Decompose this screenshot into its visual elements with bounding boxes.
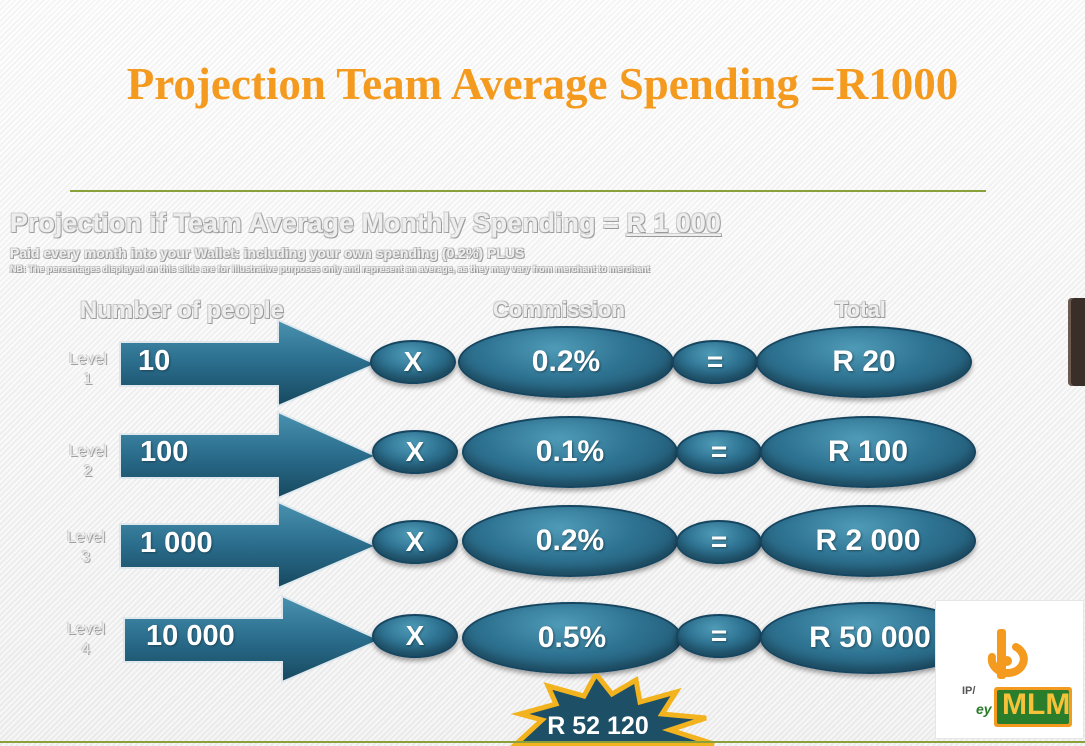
level-word: Level <box>66 621 106 638</box>
level-label-2: Level 2 <box>58 442 118 482</box>
commission-rate-3: 0.2% <box>462 505 678 577</box>
column-header-total: Total <box>835 297 886 322</box>
people-count-4: 10 000 <box>146 620 235 652</box>
logo-prefix: IP/ <box>962 685 976 697</box>
paid-line: Paid every month into your Wallet: inclu… <box>10 245 525 261</box>
people-arrow-4 <box>123 594 383 684</box>
commission-rate-1: 0.2% <box>458 326 674 398</box>
equals-operator-4: = <box>676 614 762 658</box>
column-header-people: Number of people <box>80 297 285 324</box>
multiply-operator-4: X <box>372 614 458 658</box>
multiply-operator-1: X <box>370 340 456 384</box>
projection-heading-amount: R 1 000 <box>626 208 721 238</box>
people-arrow-3 <box>119 500 379 590</box>
level-word: Level <box>68 443 108 460</box>
title-divider <box>70 190 986 192</box>
equals-operator-3: = <box>676 520 762 564</box>
level-label-3: Level 3 <box>56 528 116 568</box>
people-count-1: 10 <box>138 345 171 377</box>
people-arrow-2 <box>119 410 379 500</box>
equals-operator-2: = <box>676 430 762 474</box>
multiply-operator-3: X <box>372 520 458 564</box>
projection-heading-prefix: Projection if Team Average Monthly Spend… <box>10 208 627 238</box>
total-value-3: R 2 000 <box>760 505 976 577</box>
people-arrow-1 <box>119 318 379 408</box>
level-number: 3 <box>81 549 91 566</box>
level-number: 1 <box>83 371 93 388</box>
people-count-3: 1 000 <box>140 527 213 559</box>
disclaimer-note: NB: The percentages displayed on this sl… <box>10 264 650 274</box>
level-word: Level <box>66 529 106 546</box>
bottom-divider <box>0 741 1085 743</box>
level-word: Level <box>68 351 108 368</box>
grand-total-starburst <box>510 674 715 746</box>
level-label-4: Level 4 <box>56 620 116 660</box>
ipay-mlm-logo: IP/ ey MLM <box>935 600 1084 739</box>
total-value-1: R 20 <box>756 326 972 398</box>
logo-small-text: ey <box>976 701 992 717</box>
level-label-1: Level 1 <box>58 350 118 390</box>
commission-rate-2: 0.1% <box>462 416 678 488</box>
total-value-2: R 100 <box>760 416 976 488</box>
slide-title: Projection Team Average Spending =R1000 <box>126 59 959 109</box>
grand-total-value: R 52 120 <box>547 712 649 740</box>
column-header-commission: Commission <box>493 297 626 322</box>
logo-brand: MLM <box>1002 688 1071 721</box>
level-number: 2 <box>83 463 93 480</box>
equals-operator-1: = <box>672 340 758 384</box>
multiply-operator-2: X <box>372 430 458 474</box>
commission-rate-4: 0.5% <box>462 602 682 674</box>
side-panel-handle[interactable] <box>1068 298 1085 386</box>
people-count-2: 100 <box>140 436 189 468</box>
level-number: 4 <box>81 641 91 658</box>
projection-heading: Projection if Team Average Monthly Spend… <box>10 208 721 239</box>
